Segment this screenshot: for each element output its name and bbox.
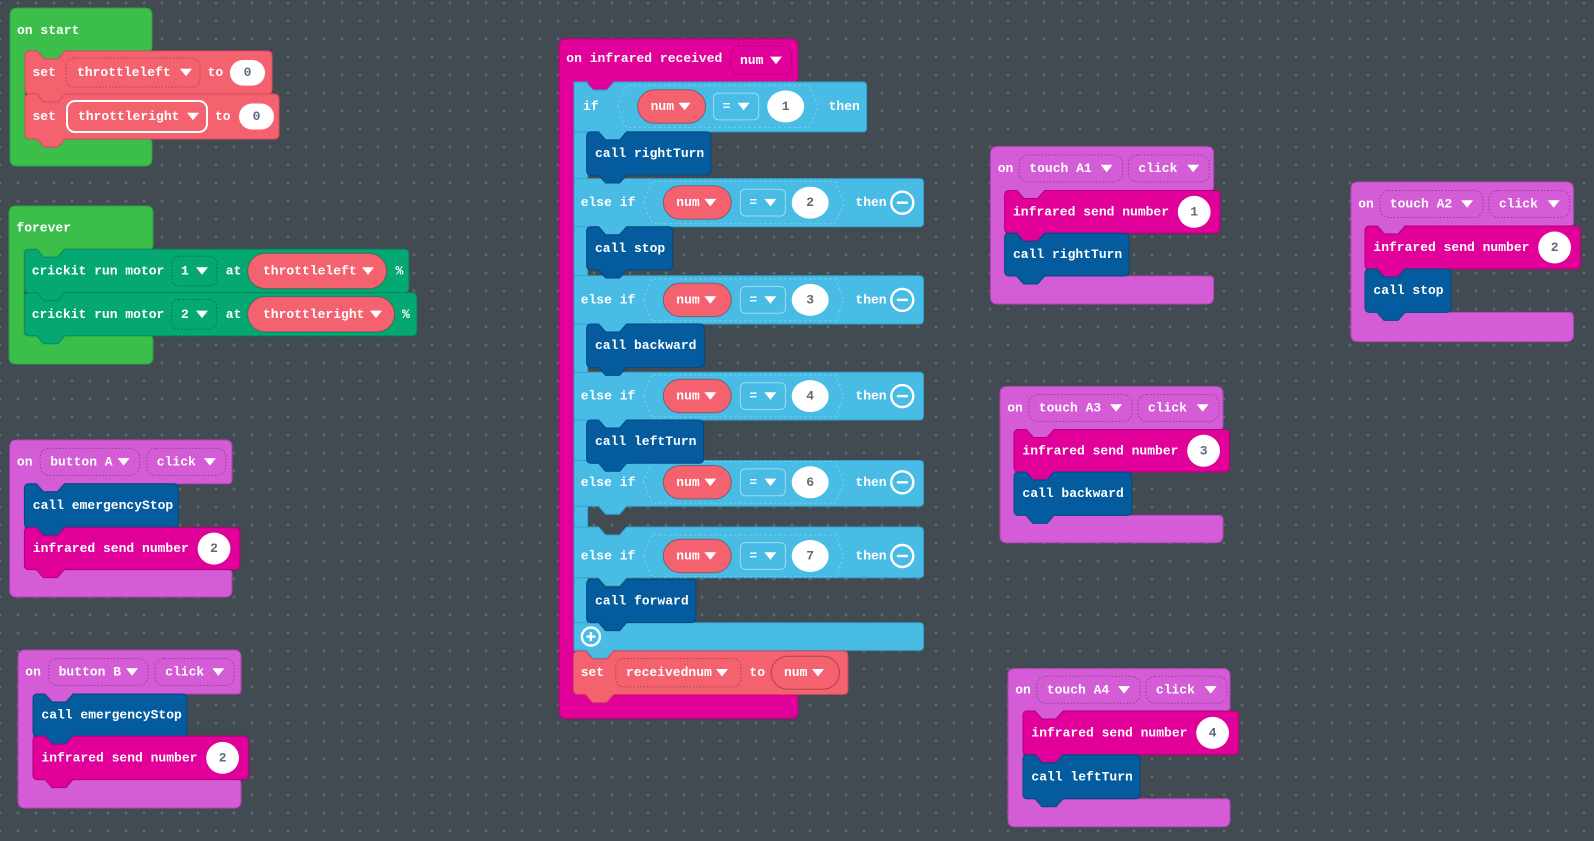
svg-text:0: 0: [244, 65, 252, 80]
svg-text:num: num: [740, 53, 764, 68]
svg-text:3: 3: [806, 292, 814, 307]
svg-text:call stop: call stop: [595, 241, 665, 256]
svg-text:else if: else if: [581, 195, 636, 210]
svg-text:0: 0: [253, 109, 261, 124]
svg-text:call stop: call stop: [1373, 283, 1443, 298]
svg-text:click: click: [157, 454, 196, 469]
svg-text:2: 2: [806, 195, 814, 210]
svg-text:on: on: [1358, 197, 1374, 212]
svg-text:num: num: [676, 475, 700, 490]
svg-text:4: 4: [806, 389, 814, 404]
svg-text:on: on: [25, 665, 41, 680]
svg-text:click: click: [1499, 197, 1538, 212]
svg-text:click: click: [1138, 161, 1177, 176]
svg-text:else if: else if: [581, 549, 636, 564]
svg-text:to: to: [215, 109, 231, 124]
svg-text:4: 4: [1209, 725, 1217, 740]
svg-text:click: click: [165, 665, 204, 680]
svg-text:infrared send number: infrared send number: [1022, 443, 1178, 458]
svg-text:throttleleft: throttleleft: [263, 264, 357, 279]
svg-text:num: num: [784, 665, 808, 680]
svg-text:2: 2: [210, 541, 218, 556]
svg-text:forever: forever: [16, 221, 71, 236]
svg-text:then: then: [855, 549, 886, 564]
svg-text:on: on: [1007, 401, 1023, 416]
svg-text:at: at: [226, 264, 242, 279]
svg-text:1: 1: [1190, 204, 1198, 219]
svg-text:num: num: [676, 389, 700, 404]
svg-text:1: 1: [782, 99, 790, 114]
svg-text:throttleleft: throttleleft: [77, 65, 171, 80]
svg-text:touch A2: touch A2: [1390, 197, 1453, 212]
svg-text:infrared send number: infrared send number: [41, 750, 197, 765]
svg-text:1: 1: [181, 264, 189, 279]
svg-text:num: num: [676, 549, 700, 564]
svg-text:=: =: [749, 389, 757, 404]
svg-text:set: set: [33, 65, 56, 80]
svg-text:2: 2: [219, 750, 227, 765]
svg-text:%: %: [402, 307, 410, 322]
svg-text:infrared send number: infrared send number: [33, 541, 189, 556]
svg-text:=: =: [749, 195, 757, 210]
svg-text:call emergencyStop: call emergencyStop: [33, 498, 174, 513]
svg-text:call rightTurn: call rightTurn: [595, 146, 704, 161]
svg-text:%: %: [396, 264, 404, 279]
svg-text:call emergencyStop: call emergencyStop: [41, 708, 182, 723]
svg-text:6: 6: [806, 475, 814, 490]
svg-text:click: click: [1156, 682, 1195, 697]
svg-text:touch A4: touch A4: [1047, 682, 1110, 697]
svg-text:2: 2: [1551, 240, 1559, 255]
svg-text:to: to: [749, 665, 765, 680]
svg-text:on: on: [1015, 682, 1031, 697]
svg-text:button B: button B: [59, 665, 122, 680]
svg-text:on infrared received: on infrared received: [566, 51, 722, 66]
svg-text:infrared send number: infrared send number: [1013, 204, 1169, 219]
svg-text:else if: else if: [581, 292, 636, 307]
svg-text:if: if: [583, 99, 599, 114]
svg-text:throttleright: throttleright: [263, 307, 364, 322]
svg-text:set: set: [581, 665, 604, 680]
svg-text:=: =: [749, 549, 757, 564]
svg-text:=: =: [723, 99, 731, 114]
svg-text:call backward: call backward: [595, 338, 696, 353]
svg-text:on: on: [998, 161, 1014, 176]
svg-text:set: set: [33, 109, 56, 124]
svg-text:else if: else if: [581, 475, 636, 490]
svg-text:num: num: [651, 99, 675, 114]
svg-text:touch A1: touch A1: [1029, 161, 1092, 176]
svg-text:on: on: [17, 454, 33, 469]
svg-text:then: then: [855, 475, 886, 490]
svg-text:call backward: call backward: [1022, 486, 1123, 501]
svg-text:to: to: [208, 65, 224, 80]
svg-text:call leftTurn: call leftTurn: [595, 434, 697, 449]
svg-text:touch A3: touch A3: [1039, 401, 1102, 416]
svg-text:call rightTurn: call rightTurn: [1013, 247, 1122, 262]
svg-text:throttleright: throttleright: [78, 109, 179, 124]
svg-text:num: num: [676, 195, 700, 210]
svg-text:on start: on start: [17, 23, 79, 38]
svg-text:click: click: [1148, 401, 1187, 416]
svg-text:at: at: [226, 307, 242, 322]
svg-text:3: 3: [1200, 443, 1208, 458]
svg-text:2: 2: [181, 307, 189, 322]
svg-text:crickit run motor: crickit run motor: [32, 307, 165, 322]
svg-text:crickit run motor: crickit run motor: [32, 264, 165, 279]
svg-text:then: then: [855, 389, 886, 404]
svg-text:infrared send number: infrared send number: [1373, 240, 1529, 255]
svg-text:then: then: [855, 195, 886, 210]
svg-text:num: num: [676, 292, 700, 307]
svg-text:=: =: [749, 292, 757, 307]
svg-text:else if: else if: [581, 389, 636, 404]
svg-text:button A: button A: [50, 454, 113, 469]
svg-text:then: then: [855, 292, 886, 307]
svg-text:receivednum: receivednum: [626, 665, 712, 680]
svg-text:7: 7: [806, 549, 814, 564]
svg-text:infrared send number: infrared send number: [1031, 725, 1187, 740]
svg-text:then: then: [829, 99, 860, 114]
svg-text:call forward: call forward: [595, 594, 689, 609]
svg-text:call leftTurn: call leftTurn: [1031, 769, 1133, 784]
svg-text:=: =: [749, 475, 757, 490]
